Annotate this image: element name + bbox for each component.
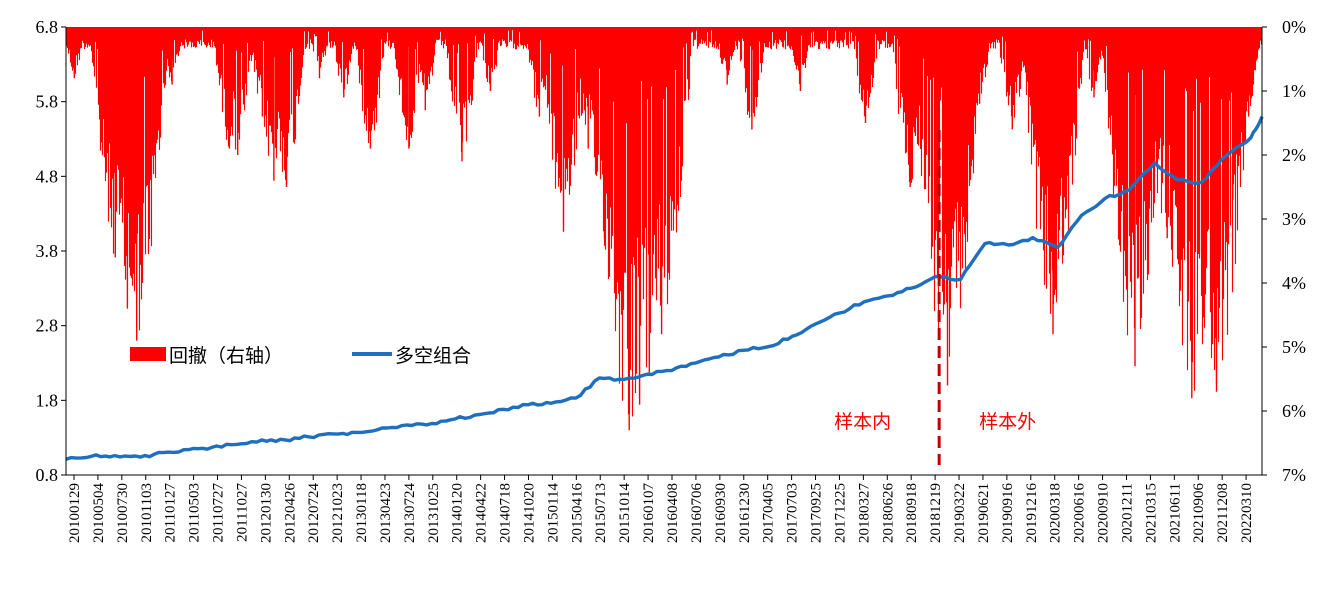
sample-split: 样本内 样本外: [834, 130, 1036, 465]
left-tick-label: 0.8: [36, 465, 59, 485]
x-tick-label: 20140120: [450, 483, 466, 543]
left-tick-label: 5.8: [36, 92, 59, 112]
longshort-line: [65, 115, 1264, 461]
right-tick-label: 2%: [1282, 145, 1306, 165]
x-tick-label: 20101103: [139, 483, 155, 542]
x-tick-label: 20210611: [1167, 483, 1183, 542]
x-tick-label: 20160107: [641, 483, 657, 544]
x-tick-label: 20100730: [115, 483, 131, 543]
legend: 回撤（右轴） 多空组合: [130, 345, 471, 367]
x-tick-label: 20220310: [1239, 483, 1255, 543]
left-tick-label: 2.8: [36, 316, 59, 336]
x-tick-label: 20190621: [976, 483, 992, 543]
x-tick-label: 20120130: [258, 483, 274, 543]
x-tick-label: 20160930: [713, 483, 729, 543]
x-tick-label: 20150713: [593, 483, 609, 543]
legend-longshort-label: 多空组合: [395, 345, 471, 367]
x-tick-label: 20210315: [1143, 483, 1159, 543]
x-tick-label: 20200318: [1048, 483, 1064, 543]
x-tick-label: 20170405: [761, 483, 777, 543]
x-tick-label: 20200910: [1096, 483, 1112, 543]
x-tick-label: 20160408: [665, 483, 681, 543]
drawdown-bars: [65, 27, 1263, 431]
right-tick-label: 1%: [1282, 81, 1306, 101]
x-tick-label: 20130118: [354, 483, 370, 542]
in-sample-label: 样本内: [834, 411, 891, 433]
x-tick-label: 20120426: [282, 483, 298, 544]
x-tick-label: 20211208: [1215, 483, 1231, 542]
x-tick-label: 20140718: [498, 483, 514, 543]
left-tick-label: 1.8: [36, 390, 59, 410]
x-tick-label: 20180918: [904, 483, 920, 543]
legend-drawdown-label: 回撤（右轴）: [169, 345, 283, 367]
x-tick-label: 20110503: [187, 483, 203, 542]
x-tick-label: 20121023: [330, 483, 346, 543]
x-tick-label: 20200616: [1072, 483, 1088, 544]
x-tick-label: 20201211: [1119, 483, 1135, 542]
x-tick-label: 20110727: [211, 483, 227, 543]
left-tick-label: 3.8: [36, 241, 59, 261]
right-tick-label: 5%: [1282, 337, 1306, 357]
x-tick-label: 20111027: [234, 483, 250, 542]
left-tick-label: 6.8: [36, 17, 59, 37]
x-tick-label: 20190916: [1000, 483, 1016, 544]
x-tick-label: 20160706: [689, 483, 705, 544]
x-tick-label: 20170703: [785, 483, 801, 543]
x-tick-label: 20161230: [737, 483, 753, 543]
longshort-line-path: [65, 115, 1264, 461]
x-tick-label: 20130724: [402, 483, 418, 544]
x-tick-label: 20100129: [67, 483, 83, 543]
x-tick-label: 20170925: [809, 483, 825, 543]
axes: 0.8 1.8 2.8 3.8 4.8 5.8 6.8 0% 1% 2% 3% 4% 5% 6% 7% 201…: [36, 17, 1307, 543]
x-tick-label: 20180626: [880, 483, 896, 544]
x-tick-label: 20150114: [545, 483, 561, 543]
x-tick-label: 20100504: [91, 483, 107, 544]
x-tick-label: 20181219: [928, 483, 944, 543]
x-tick-label: 20130423: [378, 483, 394, 543]
x-tick-label: 20141020: [521, 483, 537, 543]
right-tick-label: 6%: [1282, 401, 1306, 421]
x-tick-label: 20140422: [474, 483, 490, 543]
x-tick-label: 20150416: [569, 483, 585, 544]
x-tick-label: 20191216: [1024, 483, 1040, 544]
x-tick-label: 20110127: [163, 483, 179, 543]
x-tick-label: 20171225: [832, 483, 848, 543]
right-tick-label: 3%: [1282, 209, 1306, 229]
left-tick-label: 4.8: [36, 166, 59, 186]
x-tick-label: 20131025: [426, 483, 442, 543]
x-tick-label: 20180327: [856, 483, 872, 544]
right-tick-label: 0%: [1282, 17, 1306, 37]
x-tick-label: 20190322: [952, 483, 968, 543]
x-tick-label: 20120724: [306, 483, 322, 544]
out-of-sample-label: 样本外: [979, 411, 1036, 433]
right-tick-label: 4%: [1282, 273, 1306, 293]
legend-drawdown-swatch: [130, 347, 166, 361]
right-tick-label: 7%: [1282, 465, 1306, 485]
x-tick-label: 20210906: [1191, 483, 1207, 544]
x-tick-label: 20151014: [617, 483, 633, 544]
